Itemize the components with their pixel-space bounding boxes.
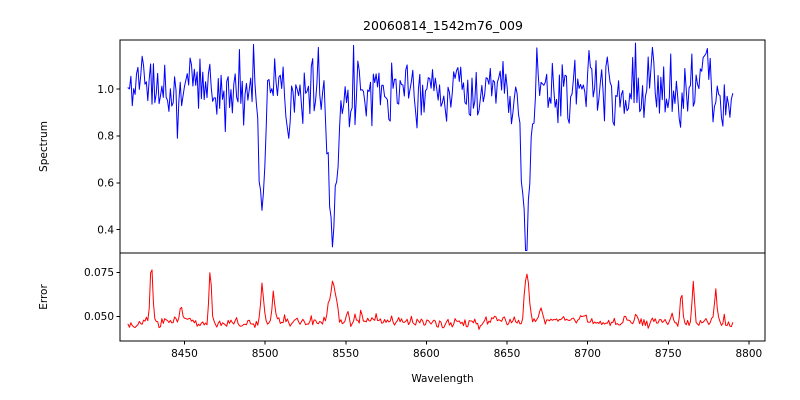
error-panel: 8450 8500 8550 8600 8650 8700 8750 8800 0.050 0.0…: [38, 252, 766, 385]
y-tick-label: 0.4: [97, 224, 114, 236]
x-tick-label: 8750: [655, 348, 682, 360]
figure-title: 20060814_1542m76_009: [363, 18, 523, 33]
y-tick-label: 0.6: [97, 177, 114, 189]
x-tick-label: 8800: [736, 348, 763, 360]
error-data-line: [127, 269, 734, 330]
spectrum-panel: 0.4 0.6 0.8 1.0 Spectrum: [38, 39, 766, 257]
spectrum-plot-area: [120, 40, 765, 253]
x-tick-label: 8500: [252, 348, 279, 360]
y-tick-label: 0.8: [97, 131, 114, 143]
error-tick-marks: [116, 271, 750, 345]
error-axes-frame: [119, 252, 766, 342]
error-y-axis-label: Error: [38, 284, 50, 310]
x-tick-label: 8450: [171, 348, 198, 360]
error-tick-labels: 8450 8500 8550 8600 8650 8700 8750 8800 0.050 0.0…: [84, 267, 762, 360]
spectrum-y-axis-label: Spectrum: [38, 121, 50, 172]
spectrum-data-line: [127, 42, 734, 251]
x-tick-label: 8550: [332, 348, 359, 360]
x-tick-label: 8600: [413, 348, 440, 360]
x-tick-label: 8650: [494, 348, 521, 360]
spectrum-tick-labels: 0.4 0.6 0.8 1.0: [97, 84, 114, 236]
y-tick-label: 0.050: [84, 311, 114, 323]
x-axis-label: Wavelength: [411, 373, 473, 385]
x-tick-label: 8700: [574, 348, 601, 360]
y-tick-label: 0.075: [84, 267, 114, 279]
y-tick-label: 1.0: [97, 84, 114, 96]
